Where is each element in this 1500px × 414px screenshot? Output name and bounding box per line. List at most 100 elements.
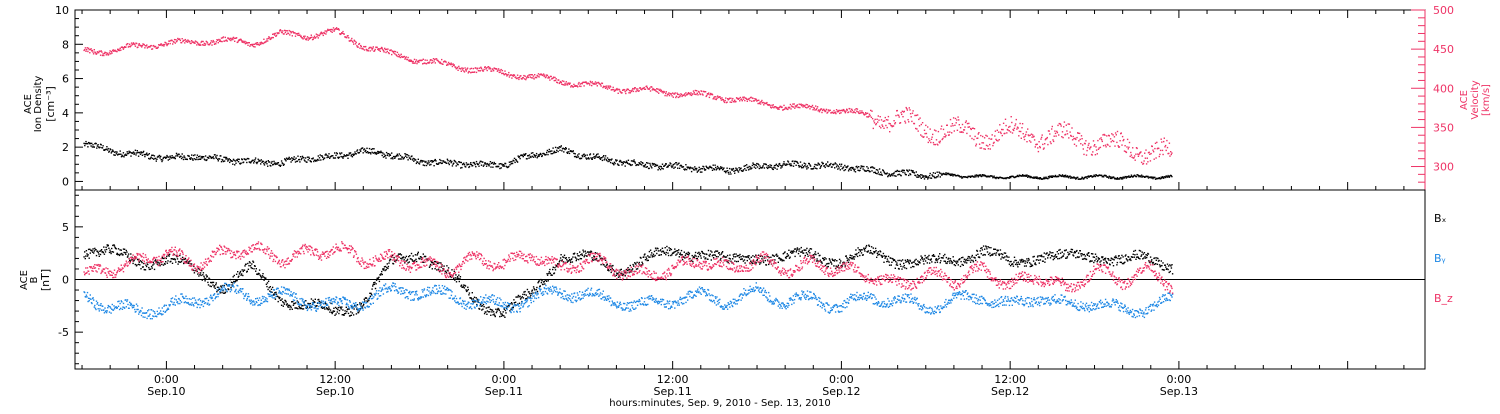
density-point: [847, 165, 848, 166]
velocity-point: [102, 55, 103, 56]
density-point: [745, 165, 746, 166]
density-point: [916, 176, 917, 177]
bx-point: [880, 251, 881, 252]
velocity-point: [376, 47, 377, 48]
density-point: [1035, 176, 1036, 177]
velocity-point: [332, 29, 333, 30]
velocity-point: [1042, 144, 1043, 145]
velocity-point: [1088, 143, 1089, 144]
velocity-point: [944, 133, 945, 134]
velocity-point: [749, 98, 750, 99]
velocity-point: [1043, 147, 1044, 148]
density-point: [176, 153, 177, 154]
velocity-point: [291, 31, 292, 32]
density-point: [809, 163, 810, 164]
density-point: [535, 155, 536, 156]
density-point: [432, 161, 433, 162]
velocity-point: [1130, 152, 1131, 153]
velocity-point: [943, 136, 944, 137]
bx-point: [279, 297, 280, 298]
density-point: [644, 165, 645, 166]
density-point: [1167, 176, 1168, 177]
density-point: [750, 166, 751, 167]
bx-point: [868, 250, 869, 251]
density-point: [329, 158, 330, 159]
density-point: [450, 160, 451, 161]
velocity-point: [633, 88, 634, 89]
velocity-point: [1114, 145, 1115, 146]
density-point: [303, 157, 304, 158]
bx-point: [855, 249, 856, 250]
velocity-point: [394, 53, 395, 54]
bx-point: [528, 291, 529, 292]
bx-point: [388, 262, 389, 263]
bx-point: [331, 312, 332, 313]
density-point: [435, 160, 436, 161]
bx-point: [905, 261, 906, 262]
bx-point: [406, 256, 407, 257]
bx-point: [361, 303, 362, 304]
density-point: [114, 152, 115, 153]
density-point: [918, 177, 919, 178]
density-point: [99, 147, 100, 148]
density-point: [1055, 175, 1056, 176]
density-point: [838, 166, 839, 167]
velocity-point: [144, 44, 145, 45]
density-point: [328, 157, 329, 158]
bx-point: [900, 264, 901, 265]
velocity-point: [1116, 134, 1117, 135]
bx-point: [248, 265, 249, 266]
density-point: [578, 156, 579, 157]
density-point: [183, 159, 184, 160]
velocity-point: [225, 37, 226, 38]
bx-point: [533, 288, 534, 289]
velocity-point: [563, 84, 564, 85]
bx-point: [599, 256, 600, 257]
bx-point: [751, 257, 752, 258]
velocity-point: [1031, 134, 1032, 135]
density-point: [420, 161, 421, 162]
velocity-point: [580, 86, 581, 87]
velocity-point: [531, 77, 532, 78]
velocity-point: [283, 33, 284, 34]
density-point: [148, 158, 149, 159]
density-point: [383, 154, 384, 155]
velocity-point: [396, 55, 397, 56]
bx-point: [583, 251, 584, 252]
bx-point: [861, 252, 862, 253]
bx-point: [95, 249, 96, 250]
density-point: [243, 162, 244, 163]
velocity-point: [355, 43, 356, 44]
density-point: [679, 168, 680, 169]
density-point: [858, 166, 859, 167]
velocity-point: [852, 110, 853, 111]
density-point: [175, 158, 176, 159]
density-point: [708, 168, 709, 169]
density-point: [364, 148, 365, 149]
density-point: [843, 170, 844, 171]
velocity-point: [426, 60, 427, 61]
bx-point: [818, 253, 819, 254]
velocity-point: [840, 110, 841, 111]
velocity-point: [393, 52, 394, 53]
density-point: [831, 166, 832, 167]
velocity-point: [1040, 138, 1041, 139]
velocity-point: [573, 84, 574, 85]
density-point: [291, 157, 292, 158]
density-point: [292, 160, 293, 161]
density-point: [756, 163, 757, 164]
density-point: [225, 157, 226, 158]
density-point: [681, 165, 682, 166]
velocity-point: [556, 78, 557, 79]
velocity-point: [1023, 136, 1024, 137]
velocity-point: [252, 45, 253, 46]
bx-point: [265, 278, 266, 279]
velocity-point: [317, 34, 318, 35]
bx-point: [768, 264, 769, 265]
velocity-point: [932, 134, 933, 135]
bx-point: [429, 267, 430, 268]
velocity-point: [771, 107, 772, 108]
velocity-point: [413, 63, 414, 64]
bx-point: [529, 293, 530, 294]
velocity-point: [600, 84, 601, 85]
